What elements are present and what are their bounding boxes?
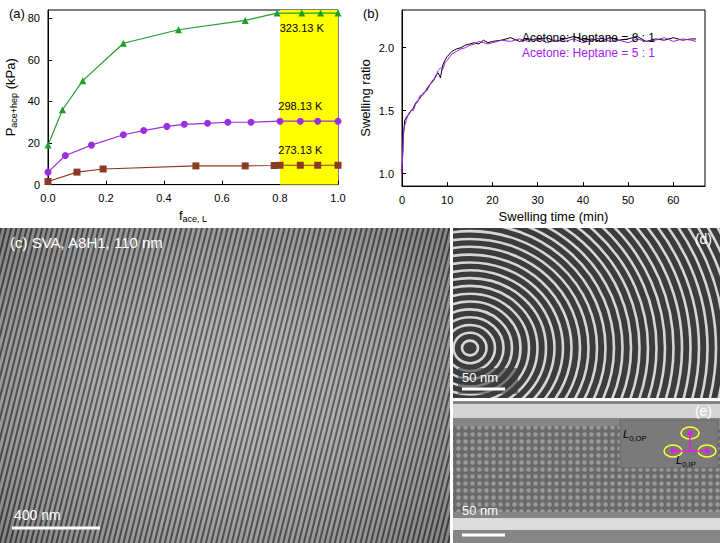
svg-text:Acetone: Heptane = 8 : 1: Acetone: Heptane = 8 : 1 (522, 31, 655, 45)
svg-text:1.5: 1.5 (379, 105, 394, 117)
svg-text:(d): (d) (695, 231, 712, 247)
svg-text:50 nm: 50 nm (462, 370, 498, 385)
svg-text:0: 0 (399, 194, 405, 206)
svg-text:ace+hep: ace+hep (9, 93, 19, 128)
svg-text:ace, L: ace, L (183, 214, 208, 224)
svg-text:1.0: 1.0 (379, 168, 394, 180)
svg-text:0.8: 0.8 (272, 192, 287, 204)
svg-text:10: 10 (441, 194, 453, 206)
svg-text:60: 60 (667, 194, 679, 206)
svg-text:0: 0 (34, 179, 40, 191)
svg-text:L0,OP: L0,OP (623, 428, 647, 443)
svg-text:Swelling time (min): Swelling time (min) (499, 209, 609, 224)
svg-text:2.0: 2.0 (379, 42, 394, 54)
svg-text:20: 20 (486, 194, 498, 206)
svg-text:1.0: 1.0 (330, 192, 345, 204)
svg-text:80: 80 (28, 12, 40, 24)
svg-text:(b): (b) (363, 6, 379, 21)
svg-text:20: 20 (28, 137, 40, 149)
svg-text:0.2: 0.2 (98, 192, 113, 204)
svg-text:0.4: 0.4 (156, 192, 171, 204)
svg-text:273.13 K: 273.13 K (278, 144, 323, 156)
svg-text:40: 40 (577, 194, 589, 206)
svg-text:(c) SVA, A8H1, 110 nm: (c) SVA, A8H1, 110 nm (10, 234, 163, 251)
svg-text:298.13 K: 298.13 K (278, 100, 323, 112)
svg-text:0.0: 0.0 (40, 192, 55, 204)
svg-text:30: 30 (532, 194, 544, 206)
svg-text:f: f (178, 207, 183, 223)
svg-text:323.13 K: 323.13 K (280, 22, 325, 34)
svg-text:Acetone: Heptane = 5 : 1: Acetone: Heptane = 5 : 1 (522, 46, 655, 60)
svg-text:(e): (e) (695, 403, 712, 419)
svg-text:P: P (3, 128, 18, 137)
svg-text:(kPa): (kPa) (3, 58, 18, 93)
svg-text:400 nm: 400 nm (14, 507, 61, 523)
svg-text:0.6: 0.6 (214, 192, 229, 204)
svg-text:(a): (a) (9, 6, 25, 21)
svg-text:50 nm: 50 nm (462, 503, 498, 518)
svg-text:50: 50 (622, 194, 634, 206)
svg-text:40: 40 (28, 95, 40, 107)
svg-text:L0,IP: L0,IP (676, 454, 696, 469)
svg-text:60: 60 (28, 54, 40, 66)
svg-text:Swelling ratio: Swelling ratio (358, 59, 373, 136)
